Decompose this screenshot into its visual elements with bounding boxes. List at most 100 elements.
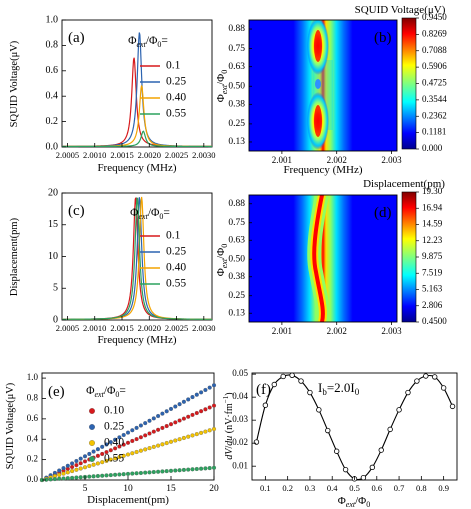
b-xtick-label: 2.002 (327, 155, 347, 165)
e-point-0 (100, 451, 105, 457)
e-point-1 (108, 440, 113, 445)
e-point-1 (160, 411, 165, 416)
e-point-2 (91, 462, 96, 467)
b-xtick-label: 2.001 (272, 155, 292, 165)
e-point-2 (203, 429, 208, 434)
e-point-1 (194, 392, 199, 397)
e-legend-label: 0.10 (104, 405, 124, 417)
e-point-2 (134, 449, 139, 455)
f-xtick-label: 0.7 (394, 483, 405, 493)
panel-c-xticks: 2.0005 2.0010 2.0015 2.0020 2.0025 2.0030 (56, 316, 216, 333)
e-legend-marker (89, 408, 95, 414)
e-point-3 (168, 468, 174, 473)
e-point-3 (52, 477, 57, 482)
a-ytick-label: 0.2 (46, 116, 59, 127)
panel-a-letter: (a) (68, 30, 85, 46)
panel-e-yticks: 0.0 0.2 0.4 0.6 0.8 1.0 (27, 372, 46, 484)
c-ytick-label: 10 (48, 251, 58, 262)
e-ytick-label: 0.0 (27, 474, 39, 484)
e-point-2 (100, 460, 105, 465)
e-point-2 (186, 434, 191, 439)
d-ytick-label: 0.38 (228, 272, 245, 282)
e-point-1 (74, 458, 79, 464)
d-cb-tick-label: 19.30 (422, 186, 443, 196)
f-ytick-label: 0.05 (232, 368, 248, 378)
panel-e-ylabel: SQUID Voltage(μV) (5, 382, 16, 469)
a-xtick-label: 2.0010 (83, 150, 106, 160)
c-legend-label: 0.55 (166, 278, 186, 290)
f-marker (360, 475, 367, 481)
e-point-3 (160, 469, 165, 474)
f-marker (325, 427, 331, 434)
f-marker (396, 407, 402, 413)
d-ytick-label: 0.50 (228, 254, 245, 264)
e-point-3 (177, 468, 182, 473)
e-point-0 (70, 464, 75, 470)
panel-d-colorbar (401, 191, 417, 323)
e-point-1 (125, 430, 131, 435)
panel-d-yticks: 0.13 0.25 0.38 0.50 0.63 0.75 0.88 (228, 199, 252, 318)
e-point-3 (199, 466, 204, 471)
panel-d-ylabel: Φext/Φ0 (215, 244, 229, 276)
panel-b-xticks: 2.001 2.002 2.003 (272, 151, 402, 165)
e-point-3 (151, 469, 156, 475)
a-legend-label: 0.55 (166, 108, 186, 120)
panel-f: 0.010.020.030.040.05 0.1 0.2 0.3 0.4 0.5 0.6 0… (222, 368, 458, 509)
e-point-1 (113, 437, 118, 442)
e-point-1 (87, 451, 92, 456)
panel-e-xticks: 5 10 15 20 (83, 476, 219, 494)
panel-b-xlabel: Frequency (MHz) (283, 164, 362, 176)
panel-e-legend-title: Φext/Φ0= (86, 385, 126, 399)
b-ytick-label: 0.75 (228, 44, 245, 54)
e-point-1 (91, 449, 96, 454)
e-point-3 (143, 470, 148, 475)
e-point-3 (65, 476, 70, 481)
d-cb-tick-label: 9.875 (422, 251, 443, 261)
d-cb-tick-label: 12.23 (422, 235, 443, 245)
e-point-2 (177, 437, 182, 442)
panel-c-yticks: 0 5 10 15 20 (48, 187, 66, 325)
c-series-3 (62, 197, 212, 320)
f-marker (414, 378, 420, 384)
panel-d-letter: (d) (374, 205, 392, 221)
e-point-3 (194, 466, 199, 472)
panel-a-legend-items: 0.1 0.25 0.40 0.55 (140, 60, 186, 120)
f-marker (449, 403, 456, 410)
a-legend-label: 0.1 (166, 60, 181, 72)
e-point-3 (125, 471, 131, 476)
f-xtick-label: 0.9 (438, 483, 449, 493)
e-point-0 (168, 422, 174, 427)
panel-a-curves (62, 32, 212, 148)
panel-a-legend-title: Φext/Φ0= (128, 35, 168, 49)
e-point-1 (211, 383, 217, 388)
a-ytick-label: 0.6 (46, 65, 59, 76)
e-legend-marker (89, 440, 95, 446)
e-point-1 (147, 418, 152, 423)
a-xtick-label: 2.0020 (138, 150, 161, 160)
e-point-0 (164, 424, 169, 429)
f-marker (307, 389, 313, 396)
e-point-3 (207, 466, 212, 471)
panel-b-colorbar-title: SQUID Voltage(μV) (355, 4, 446, 16)
f-marker (440, 385, 447, 391)
d-ytick-label: 0.63 (228, 235, 245, 245)
e-point-1 (186, 397, 191, 402)
e-point-1 (57, 468, 62, 473)
a-xtick-label: 2.0025 (165, 150, 188, 160)
e-point-2 (130, 451, 135, 456)
e-point-1 (78, 456, 83, 461)
panel-c-xlabel: Frequency (MHz) (97, 334, 176, 346)
e-point-0 (143, 433, 148, 438)
d-cb-tick-label: 14.59 (422, 219, 443, 229)
b-ytick-label: 0.13 (228, 137, 245, 147)
panel-e: 0.0 0.2 0.4 0.6 0.8 1.0 5 10 15 20 (e) Displacem… (5, 372, 219, 506)
e-point-2 (125, 452, 131, 457)
e-point-0 (134, 437, 139, 442)
c-ytick-label: 5 (53, 283, 58, 294)
e-point-2 (211, 426, 217, 432)
e-point-1 (151, 416, 156, 421)
e-point-2 (143, 447, 148, 452)
e-point-3 (186, 467, 191, 472)
e-point-1 (82, 454, 88, 459)
